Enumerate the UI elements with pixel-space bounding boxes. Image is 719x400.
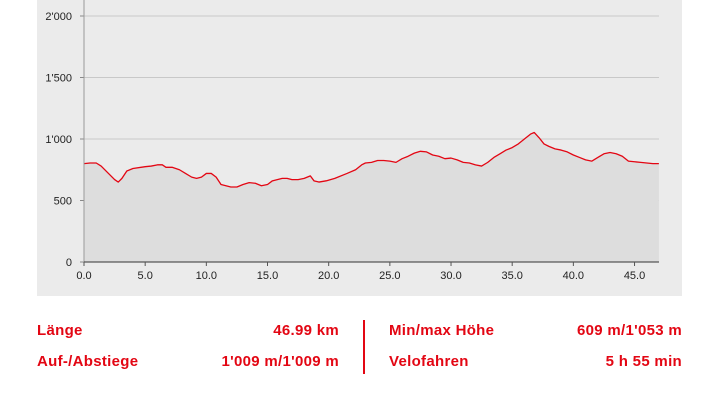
- length-value: 46.99 km: [273, 322, 339, 339]
- length-label: Länge: [37, 322, 83, 339]
- y-tick-label: 1'500: [45, 73, 72, 85]
- y-tick-label: 500: [54, 196, 72, 208]
- elevation-chart-panel: 0 500 1'000 1'500 2'000 0.0 5.0 10.0 15.0 20.0 25.…: [37, 0, 682, 296]
- minmax-height-value: 609 m/1'053 m: [576, 322, 682, 339]
- ascent-label: Auf-/Abstiege: [37, 353, 139, 370]
- elevation-line: [83, 131, 659, 188]
- x-tick-label: 5.0: [138, 270, 153, 282]
- y-tick-label: 1'000: [45, 134, 72, 146]
- elevation-area: [84, 132, 659, 262]
- route-stats: Länge 46.99 km Auf-/Abstiege 1'009 m/1'0…: [37, 318, 682, 378]
- x-tick-label: 0.0: [76, 270, 91, 282]
- x-tick-label: 10.0: [196, 270, 217, 282]
- x-tick-label: 25.0: [379, 270, 400, 282]
- stats-divider: [363, 320, 365, 374]
- ride-time-value: 5 h 55 min: [605, 353, 682, 370]
- minmax-height-label: Min/max Höhe: [389, 322, 495, 339]
- x-tick-label: 20.0: [318, 270, 339, 282]
- elevation-chart: 0 500 1'000 1'500 2'000 0.0 5.0 10.0 15.0 20.0 25.…: [45, 0, 659, 282]
- y-tick-label: 0: [66, 257, 72, 269]
- x-tick-label: 30.0: [440, 270, 461, 282]
- x-tick-label: 40.0: [563, 270, 584, 282]
- x-tick-label: 15.0: [257, 270, 278, 282]
- x-tick-label: 35.0: [501, 270, 522, 282]
- x-tick-label: 45.0: [624, 270, 645, 282]
- ascent-value: 1'009 m/1'009 m: [221, 353, 339, 370]
- y-tick-label: 2'000: [45, 11, 72, 23]
- ride-time-label: Velofahren: [389, 353, 469, 370]
